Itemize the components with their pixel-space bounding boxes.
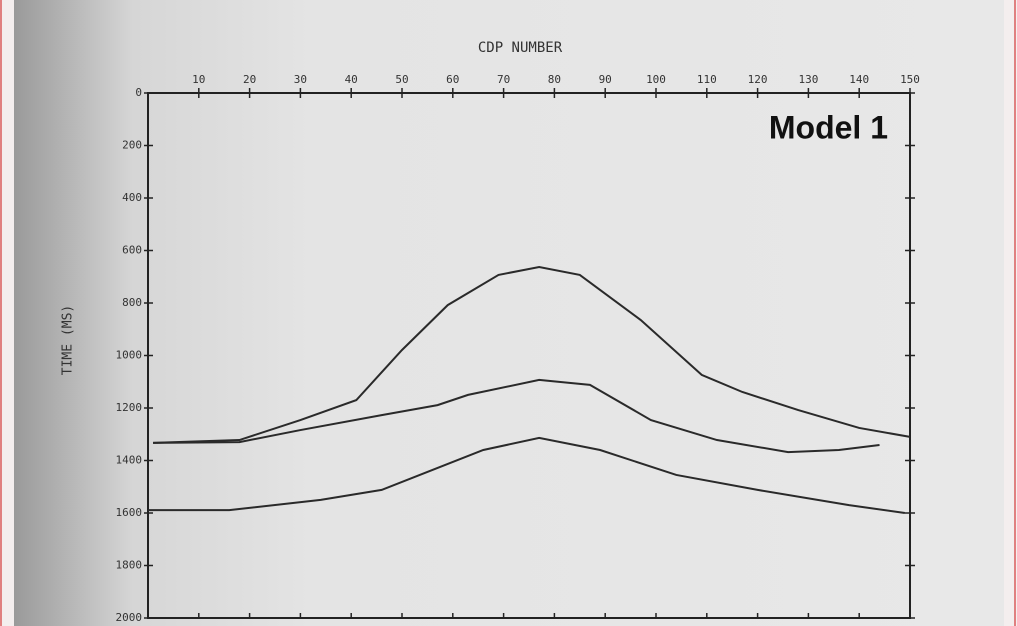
x-axis-title: CDP NUMBER (478, 40, 563, 56)
y-tick-label: 1000 (116, 349, 143, 362)
x-tick-label: 10 (192, 73, 205, 86)
curve (148, 436, 906, 514)
x-tick-label: 100 (646, 73, 666, 86)
y-tick-label: 0 (135, 86, 142, 99)
x-tick-label: 60 (446, 73, 459, 86)
y-tick-label: 600 (122, 244, 142, 257)
y-axis-title: TIME (MS) (61, 305, 76, 375)
x-tick-label: 80 (548, 73, 561, 86)
x-tick-label: 130 (798, 73, 818, 86)
x-tick-label: 120 (748, 73, 768, 86)
y-tick-label: 2000 (116, 611, 143, 624)
x-tick-label: 20 (243, 73, 256, 86)
x-tick-label: 150 (900, 73, 920, 86)
scan-background (14, 0, 1004, 626)
y-tick-label: 1600 (116, 506, 143, 519)
x-tick-label: 70 (497, 73, 510, 86)
x-tick-label: 140 (849, 73, 869, 86)
x-tick-label: 50 (395, 73, 408, 86)
x-tick-label: 90 (599, 73, 612, 86)
y-tick-label: 400 (122, 191, 142, 204)
curve (153, 378, 880, 454)
y-tick-label: 800 (122, 296, 142, 309)
x-tick-label: 40 (345, 73, 358, 86)
y-tick-label: 1200 (116, 401, 143, 414)
annotation: Model 1 (769, 109, 888, 145)
y-tick-label: 1400 (116, 454, 143, 467)
x-tick-label: 30 (294, 73, 307, 86)
x-tick-label: 110 (697, 73, 717, 86)
y-tick-label: 1800 (116, 559, 143, 572)
y-tick-label: 200 (122, 139, 142, 152)
curve (153, 266, 911, 444)
